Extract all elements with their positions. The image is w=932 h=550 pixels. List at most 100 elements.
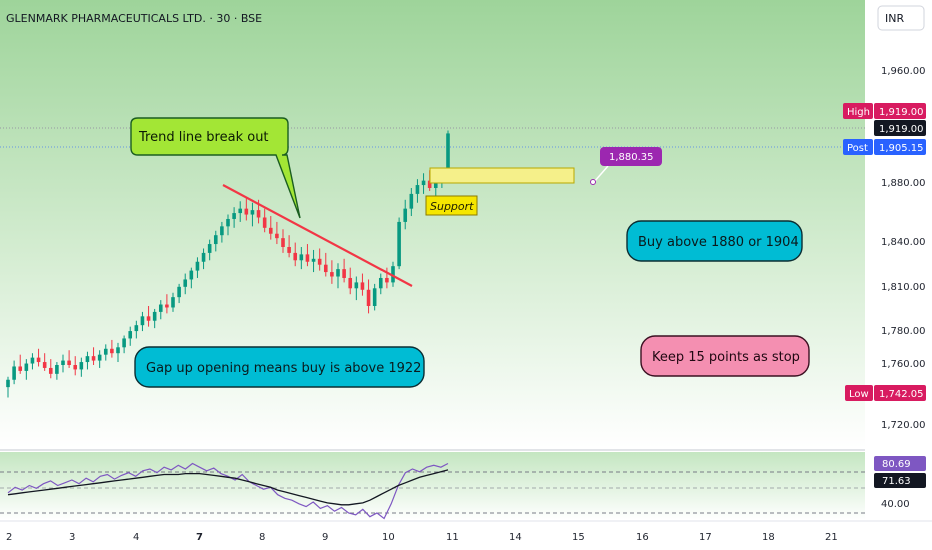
candle[interactable]: [201, 248, 206, 270]
candle[interactable]: [317, 248, 322, 271]
candle[interactable]: [165, 294, 169, 314]
candle[interactable]: [171, 292, 175, 312]
candle[interactable]: [110, 339, 114, 358]
candle[interactable]: [42, 353, 47, 371]
candle[interactable]: [195, 257, 200, 278]
candle[interactable]: [403, 199, 408, 230]
candle-body: [366, 289, 371, 306]
candle[interactable]: [415, 179, 420, 203]
candle[interactable]: [336, 263, 340, 289]
candle[interactable]: [299, 247, 304, 270]
rsi-signal-line[interactable]: [7, 469, 449, 506]
candle[interactable]: [6, 376, 10, 398]
candle[interactable]: [244, 196, 249, 221]
price-callout[interactable]: 1,880.35: [600, 147, 662, 166]
candle[interactable]: [48, 359, 53, 379]
candle[interactable]: [232, 207, 236, 228]
candle[interactable]: [152, 308, 157, 329]
candle[interactable]: [134, 320, 139, 339]
stop-note[interactable]: Keep 15 points as stop: [640, 335, 810, 377]
candle[interactable]: [348, 267, 353, 295]
candle[interactable]: [238, 201, 243, 222]
candle[interactable]: [397, 217, 401, 270]
candle[interactable]: [366, 279, 371, 314]
candle-body: [220, 226, 224, 236]
candle[interactable]: [67, 350, 71, 368]
candle[interactable]: [61, 354, 65, 373]
candle[interactable]: [409, 188, 414, 217]
candle[interactable]: [122, 335, 126, 354]
candle[interactable]: [275, 221, 279, 245]
gap-up-note[interactable]: Gap up opening means buy is above 1922: [134, 346, 425, 388]
candle[interactable]: [372, 283, 377, 311]
candle[interactable]: [391, 261, 395, 287]
candle[interactable]: [342, 258, 346, 283]
candle[interactable]: [73, 356, 78, 376]
candle[interactable]: [293, 242, 298, 267]
currency-button[interactable]: INR: [877, 5, 925, 31]
candle[interactable]: [268, 216, 273, 240]
candle[interactable]: [421, 173, 426, 194]
candle-body: [55, 365, 59, 374]
candle[interactable]: [183, 273, 188, 295]
candle-body: [281, 238, 285, 247]
time-axis[interactable]: 2 3 4 7 8 9 10 11 14 15 16 17 18 21: [6, 532, 838, 543]
candle[interactable]: [385, 267, 389, 289]
candle[interactable]: [146, 306, 151, 327]
candle[interactable]: [91, 347, 96, 365]
price-callout-anchor[interactable]: [590, 179, 596, 185]
candle[interactable]: [378, 273, 383, 295]
candle-body: [415, 185, 420, 194]
candle[interactable]: [79, 357, 84, 377]
candle[interactable]: [116, 342, 120, 363]
buy-note[interactable]: Buy above 1880 or 1904: [626, 220, 803, 262]
candle[interactable]: [12, 360, 16, 385]
candle[interactable]: [305, 244, 310, 267]
candle[interactable]: [360, 273, 365, 296]
candle[interactable]: [189, 267, 194, 289]
rsi-line[interactable]: [7, 462, 449, 520]
candle[interactable]: [140, 311, 145, 332]
trendline-callout[interactable]: Trend line break out: [130, 117, 301, 219]
candle[interactable]: [207, 239, 212, 261]
candle[interactable]: [281, 229, 285, 253]
candle-body: [323, 264, 328, 273]
support-label[interactable]: Support: [425, 195, 478, 216]
time-tick: 14: [509, 532, 522, 543]
candle-body: [97, 354, 102, 361]
support-zone[interactable]: [429, 167, 575, 184]
candle[interactable]: [36, 348, 41, 367]
candle[interactable]: [18, 354, 23, 374]
candle[interactable]: [311, 249, 316, 273]
candle-body: [256, 210, 261, 218]
candle[interactable]: [262, 208, 267, 233]
candle[interactable]: [226, 214, 230, 236]
candle[interactable]: [158, 300, 163, 320]
candle[interactable]: [55, 362, 59, 380]
trend-line[interactable]: [222, 184, 413, 287]
candle-body: [18, 366, 23, 371]
candle[interactable]: [213, 230, 218, 252]
candle[interactable]: [30, 353, 35, 370]
candle[interactable]: [287, 235, 291, 258]
candle[interactable]: [128, 326, 133, 346]
candle[interactable]: [354, 276, 359, 301]
candle[interactable]: [250, 202, 255, 227]
symbol-title[interactable]: GLENMARK PHARMACEUTICALS LTD. · 30 · BSE: [6, 12, 262, 25]
candle[interactable]: [85, 351, 90, 370]
candle[interactable]: [323, 252, 328, 277]
candle-body: [146, 316, 151, 321]
candle-body: [348, 277, 353, 289]
candle-body: [201, 252, 206, 262]
candle[interactable]: [97, 350, 102, 368]
candle[interactable]: [330, 260, 334, 284]
candle[interactable]: [220, 221, 224, 243]
candle-body: [360, 282, 365, 290]
candle-body: [372, 288, 377, 306]
candle[interactable]: [24, 359, 29, 380]
candle[interactable]: [177, 283, 181, 304]
time-tick: 10: [382, 532, 395, 543]
candle[interactable]: [103, 344, 108, 361]
